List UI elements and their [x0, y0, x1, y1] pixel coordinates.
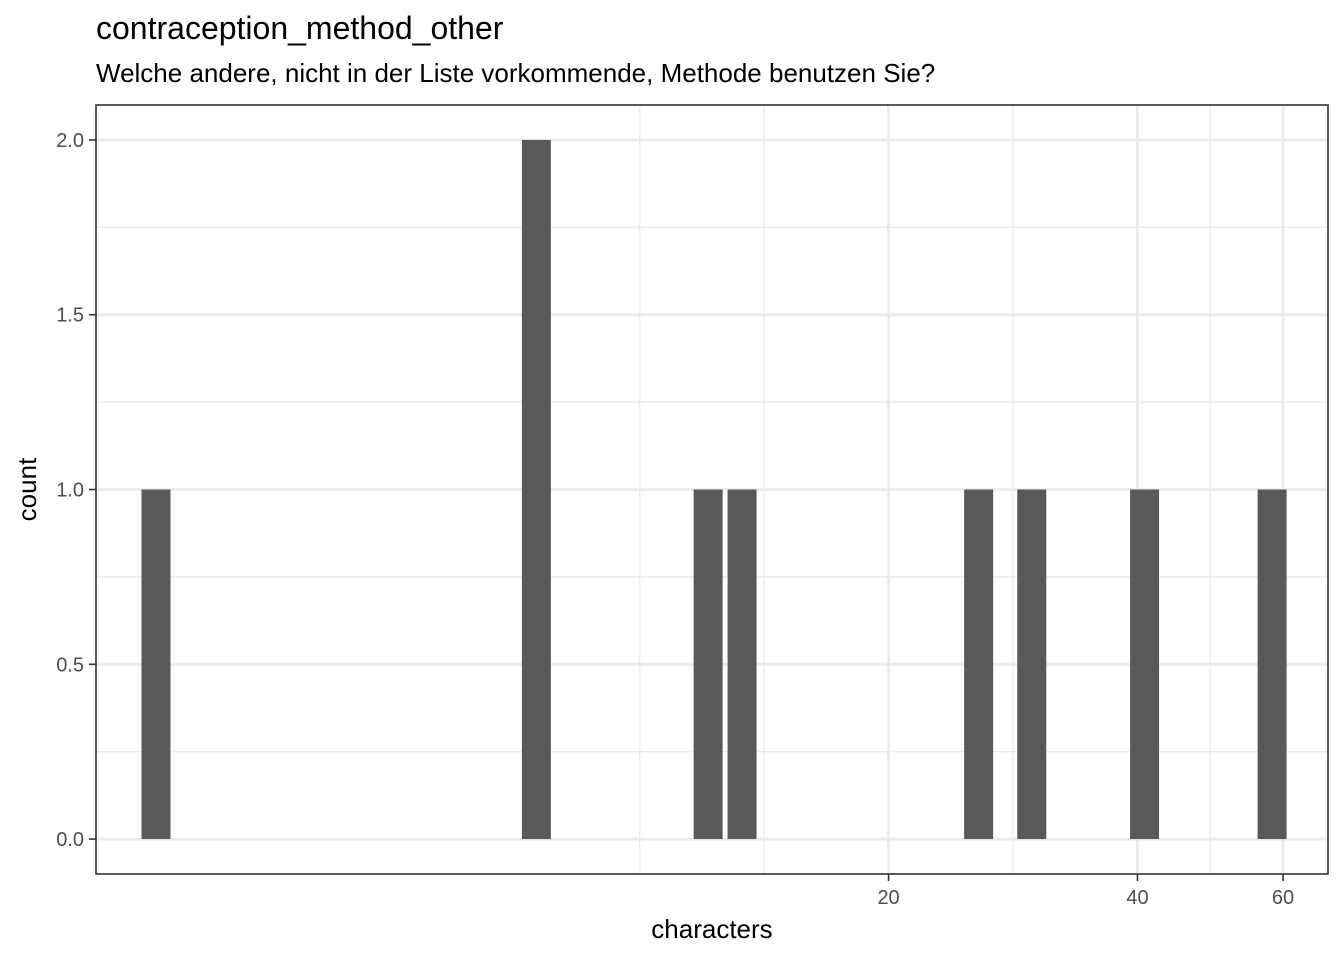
x-axis-title: characters [651, 914, 772, 944]
bar [1130, 489, 1160, 840]
bars [141, 139, 1287, 840]
y-axis: 0.0 0.5 1.0 1.5 2.0 [56, 130, 96, 851]
y-tick-label: 1.0 [56, 480, 84, 502]
chart-subtitle: Welche andere, nicht in der Liste vorkom… [96, 58, 936, 88]
bar [727, 489, 757, 840]
y-tick-label: 0.5 [56, 654, 84, 676]
bar [964, 489, 994, 840]
chart-title: contraception_method_other [96, 10, 504, 46]
y-tick-label: 2.0 [56, 130, 84, 152]
bar [521, 139, 551, 840]
bar [141, 489, 171, 840]
x-axis: 20 40 60 [877, 874, 1294, 909]
x-tick-label: 60 [1272, 887, 1294, 909]
bar [1017, 489, 1047, 840]
x-tick-label: 40 [1126, 887, 1148, 909]
y-tick-label: 0.0 [56, 829, 84, 851]
x-tick-label: 20 [877, 887, 899, 909]
bar [693, 489, 723, 840]
bar [1257, 489, 1287, 840]
y-axis-title: count [12, 457, 42, 521]
y-tick-label: 1.5 [56, 305, 84, 327]
